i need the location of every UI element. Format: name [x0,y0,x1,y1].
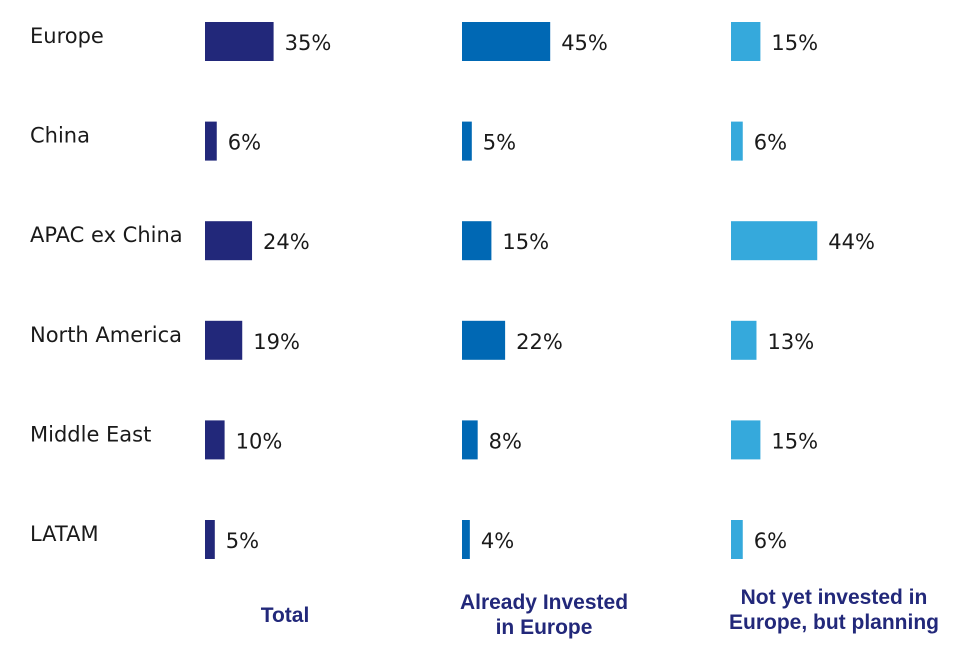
bar [462,22,551,61]
data-label: 5% [483,131,516,155]
bar [731,420,761,460]
series-header-line: Total [260,604,310,627]
data-label: 13% [767,330,814,354]
bar [731,520,743,559]
data-label: 24% [263,230,310,254]
series-header-line: Not yet invested in [740,586,928,609]
category-label: LATAM [30,522,99,546]
series-header: Already Invested in Europe [419,590,669,640]
series-header: Total [160,603,410,628]
series-header-line: Already Invested [459,591,629,614]
data-label: 6% [228,131,261,155]
bar [205,221,253,261]
bar [205,520,215,559]
data-label: 15% [502,230,549,254]
bar [462,221,492,261]
data-label: 6% [754,529,787,553]
data-label: 45% [561,31,608,55]
data-label: 15% [771,31,818,55]
data-label: 19% [253,330,300,354]
series-header-line: in Europe [495,616,593,639]
data-label: 44% [828,230,875,254]
bar [731,121,743,161]
bar [205,121,217,161]
series-header: Not yet invested in Europe, but planning [709,585,959,635]
series-header-line: Europe, but planning [729,611,939,634]
bar [462,320,506,360]
data-label: 15% [771,429,818,453]
data-label: 22% [516,330,563,354]
data-label: 6% [754,131,787,155]
category-label: North America [30,323,182,347]
data-label: 35% [285,31,332,55]
data-label: 4% [481,529,514,553]
bar [205,22,274,61]
category-label: China [30,124,90,148]
category-label: Europe [30,24,104,48]
bar [205,420,225,460]
bar [731,221,818,261]
data-label: 5% [226,529,259,553]
bar [731,22,761,61]
data-label: 10% [236,429,283,453]
category-label: Middle East [30,422,151,446]
bar [462,121,472,161]
bar [462,420,478,460]
bar [205,320,243,360]
bar [462,520,470,559]
data-label: 8% [489,429,522,453]
category-label: APAC ex China [30,223,183,247]
bar [731,320,757,360]
